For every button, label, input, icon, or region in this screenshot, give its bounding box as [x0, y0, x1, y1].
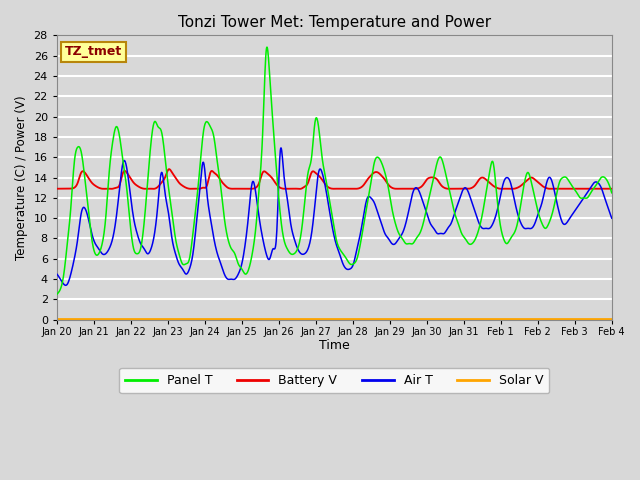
Text: TZ_tmet: TZ_tmet [65, 45, 122, 58]
X-axis label: Time: Time [319, 339, 349, 352]
Y-axis label: Temperature (C) / Power (V): Temperature (C) / Power (V) [15, 95, 28, 260]
Legend: Panel T, Battery V, Air T, Solar V: Panel T, Battery V, Air T, Solar V [119, 368, 550, 393]
Title: Tonzi Tower Met: Temperature and Power: Tonzi Tower Met: Temperature and Power [178, 15, 491, 30]
